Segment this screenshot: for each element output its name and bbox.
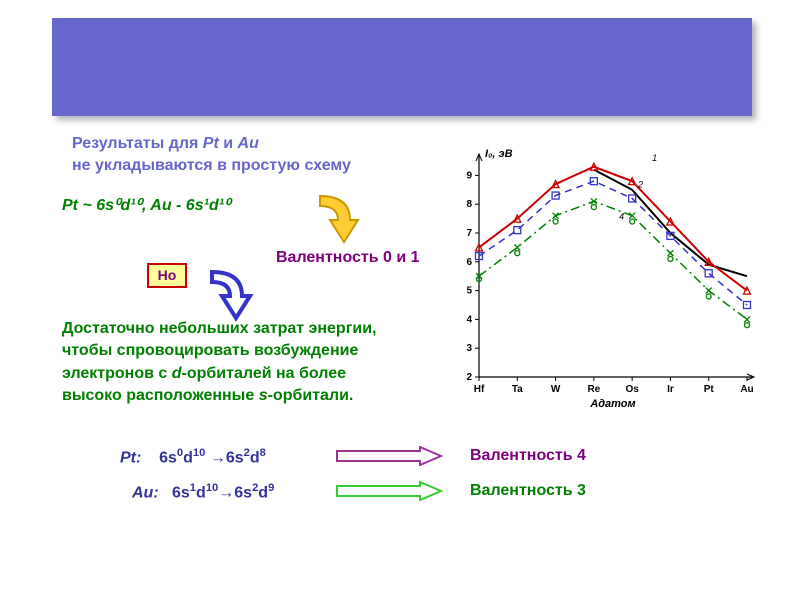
svg-text:Ir: Ir — [667, 384, 674, 395]
valence-0-1: Валентность 0 и 1 — [276, 249, 420, 267]
svg-text:7: 7 — [466, 228, 472, 239]
svg-text:9: 9 — [466, 170, 472, 181]
valence-3: Валентность 3 — [470, 482, 586, 500]
svg-text:Au: Au — [740, 384, 753, 395]
svg-text:Re: Re — [587, 384, 600, 395]
arrow-blue-down — [202, 268, 254, 324]
svg-text:4: 4 — [466, 314, 472, 325]
svg-text:Адатом: Адатом — [589, 398, 635, 410]
green-l2: чтобы спровоцировать возбуждение — [62, 342, 358, 359]
svg-text:3: 3 — [466, 343, 472, 354]
green-l3a: электронов с — [62, 365, 172, 382]
intro-line2: не укладываются в простую схему — [72, 157, 351, 174]
green-l1: Достаточно небольших затрат энергии, — [62, 320, 376, 337]
svg-text:2: 2 — [466, 372, 472, 383]
svg-text:I₀, эВ: I₀, эВ — [485, 148, 513, 160]
svg-text:5: 5 — [466, 286, 472, 297]
svg-text:Hf: Hf — [474, 384, 485, 395]
svg-text:4: 4 — [619, 212, 624, 222]
intro-pt: Pt — [203, 135, 219, 152]
green-l3b: -орбиталей на более — [182, 365, 346, 382]
valence-4: Валентность 4 — [470, 447, 586, 465]
svg-text:8: 8 — [466, 199, 472, 210]
green-paragraph: Достаточно небольших затрат энергии, что… — [62, 318, 376, 408]
svg-text:1: 1 — [652, 153, 657, 163]
arrow-right-purple — [335, 446, 445, 466]
svg-text:W: W — [551, 384, 561, 395]
svg-text:6: 6 — [466, 257, 472, 268]
svg-text:2: 2 — [637, 180, 643, 190]
pt-transition: Pt: 6s0d10 →6s2d8 — [120, 447, 266, 467]
intro-line1: Результаты для — [72, 135, 203, 152]
intro-text: Результаты для Pt и Au не укладываются в… — [72, 133, 351, 176]
au-transition: Au: 6s1d10→6s2d9 — [132, 482, 274, 502]
svg-text:Os: Os — [625, 384, 639, 395]
electron-config: Pt ~ 6s⁰d¹⁰, Au - 6s¹d¹⁰ — [62, 195, 230, 215]
ionization-chart: 2 3 4 5 6 7 8 9 Hf Ta W Re Os Ir Pt Au I₀, эВ Адатом 1 2 4 — [441, 143, 763, 411]
intro-and: и — [219, 135, 238, 152]
arrow-right-green — [335, 481, 445, 501]
arrow-yellow-down — [310, 192, 362, 248]
but-box: Но — [147, 263, 187, 288]
green-l4s: s — [259, 387, 268, 404]
svg-text:Ta: Ta — [512, 384, 523, 395]
green-l4a: высоко расположенные — [62, 387, 259, 404]
green-l4b: -орбитали. — [268, 387, 354, 404]
intro-au: Au — [238, 135, 259, 152]
green-l3d: d — [172, 365, 182, 382]
svg-text:Pt: Pt — [704, 384, 715, 395]
header-bar — [52, 18, 752, 116]
